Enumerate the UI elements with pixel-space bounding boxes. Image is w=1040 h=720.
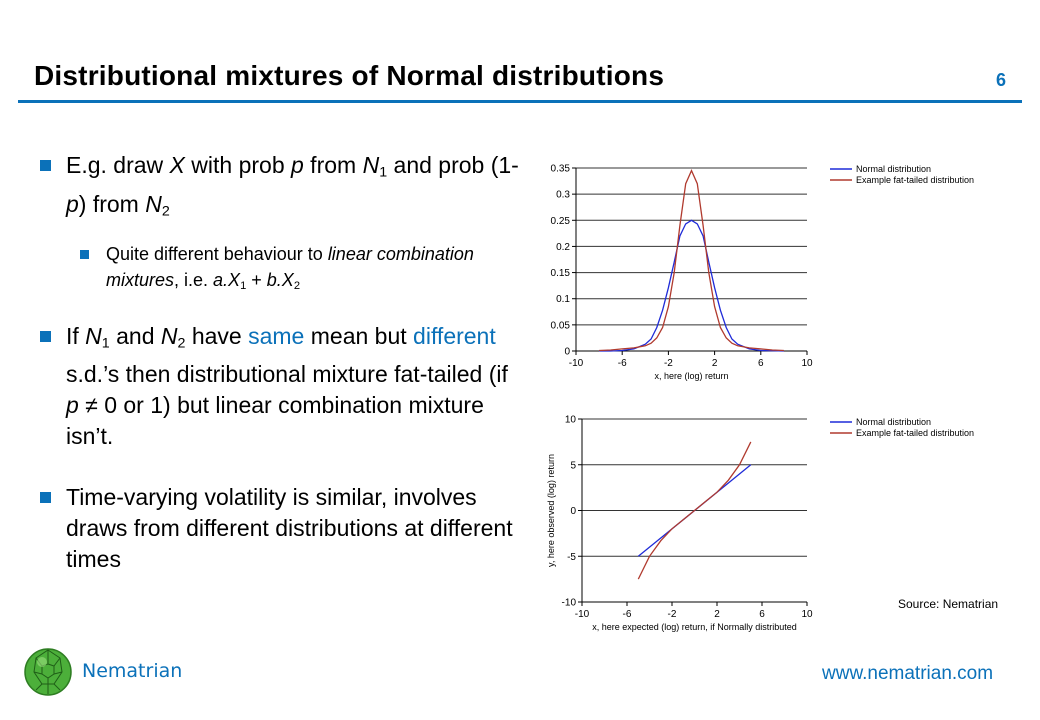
y-tick-label: -5 [567, 552, 576, 563]
text: Quite different behaviour to [106, 244, 328, 265]
var-bx: b.X [266, 270, 294, 291]
text: E.g. draw [66, 152, 170, 178]
x-tick-label: 6 [759, 609, 765, 620]
y-tick-label: 0 [564, 347, 570, 358]
y-tick-label: 0.35 [551, 164, 571, 175]
text: and prob (1- [387, 152, 519, 178]
series-line-fat-tailed [637, 441, 752, 580]
text: , i.e. [174, 270, 214, 291]
x-tick-label: -10 [575, 609, 590, 620]
var-p: p [66, 392, 79, 419]
sub-1: 1 [240, 279, 247, 292]
y-tick-label: 0.1 [556, 294, 570, 305]
x-tick-label: 6 [758, 358, 764, 369]
text: Time-varying volatility is similar, invo… [66, 484, 513, 573]
y-tick-label: 0.25 [551, 216, 571, 227]
x-tick-label: -2 [664, 358, 673, 369]
bullet-square-icon [80, 250, 89, 260]
y-tick-label: 0.15 [551, 268, 571, 279]
mapping-chart-svg: -10 -5 0 5 10 -10 -6 -2 2 6 10 x, here expected (lo… [546, 415, 974, 633]
text: have [185, 322, 249, 349]
highlight-different: different [413, 322, 496, 349]
text: s.d.’s then distributional mixture fat-t… [66, 361, 508, 388]
source-note: Source: Nematrian [898, 597, 999, 611]
bullet-list: E.g. draw X with prob p from N1 and prob… [40, 150, 520, 589]
page-number: 6 [995, 70, 1006, 90]
y-tick-label: 10 [565, 415, 577, 426]
sub-1: 1 [101, 335, 110, 352]
series-line-normal [599, 219, 784, 352]
text: If [66, 322, 86, 349]
x-axis-label: x, here (log) return [654, 371, 728, 381]
var-x: X [169, 152, 185, 178]
text: + [246, 270, 267, 291]
x-tick-label: 2 [714, 609, 720, 620]
x-tick-label: 2 [712, 358, 718, 369]
x-tick-label: -10 [569, 358, 584, 369]
y-tick-label: -10 [562, 598, 577, 609]
website-link[interactable]: www.nematrian.com [822, 663, 994, 684]
y-axis-label: y, here observed (log) return [546, 454, 556, 567]
var-ax: a.X [213, 270, 241, 291]
sub-2: 2 [293, 279, 301, 292]
bullet-square-icon [40, 492, 51, 504]
bullet-same-mean: If N1 and N2 have same mean but differen… [40, 321, 520, 453]
linear-combination-term: linear combination mixtures [106, 244, 474, 291]
y-tick-label: 0 [570, 506, 576, 517]
text: ) from [78, 190, 146, 217]
bullet-draw-mixture: E.g. draw X with prob p from N1 and prob… [40, 150, 520, 227]
text: and [109, 322, 161, 349]
series-line-fat-tailed [599, 168, 784, 352]
var-n2: N [160, 322, 178, 349]
text: ≠ 0 or 1) but linear combination mixture… [66, 392, 484, 450]
mapping-chart: -10 -5 0 5 10 -10 -6 -2 2 6 10 x, here expected (lo… [530, 408, 1000, 648]
legend-label: Example fat-tailed distribution [856, 175, 974, 185]
text: with prob [184, 152, 291, 178]
legend-label: Normal distribution [856, 417, 931, 427]
legend-label: Example fat-tailed distribution [856, 428, 974, 438]
var-n1: N [362, 152, 380, 178]
title-divider [18, 100, 1022, 103]
var-p: p [66, 190, 79, 217]
bullet-square-icon [40, 160, 51, 171]
y-tick-label: 0.05 [551, 320, 571, 331]
slide-title: Distributional mixtures of Normal distri… [34, 60, 665, 91]
sub-bullet-linear-combination: Quite different behaviour to linear comb… [40, 241, 520, 299]
x-tick-label: 10 [801, 609, 813, 620]
sub-1: 1 [379, 164, 388, 181]
brand-name: Nematrian [82, 660, 183, 682]
highlight-same: same [248, 322, 305, 349]
sub-2: 2 [177, 335, 186, 352]
density-chart: 0 0.05 0.1 0.15 0.2 0.25 0.3 0.35 -10 -6 -2 2 6 10 x, … [530, 155, 1000, 400]
var-p: p [291, 152, 304, 178]
nematrian-logo-icon [22, 646, 74, 703]
text: mean but [304, 322, 414, 349]
x-tick-label: -6 [618, 358, 627, 369]
legend-label: Normal distribution [856, 164, 931, 174]
y-tick-label: 0.3 [556, 190, 570, 201]
x-tick-label: -6 [623, 609, 632, 620]
density-chart-svg: 0 0.05 0.1 0.15 0.2 0.25 0.3 0.35 -10 -6 -2 2 6 10 x, … [551, 164, 975, 382]
x-tick-label: 10 [801, 358, 813, 369]
y-tick-label: 0.2 [556, 242, 570, 253]
var-n1: N [85, 322, 102, 349]
x-axis-label: x, here expected (log) return, if Normal… [592, 622, 797, 632]
text: from [303, 152, 363, 178]
y-tick-label: 5 [570, 460, 576, 471]
bullet-time-varying: Time-varying volatility is similar, invo… [40, 482, 520, 575]
sub-2: 2 [161, 203, 170, 220]
x-tick-label: -2 [668, 609, 677, 620]
var-n2: N [145, 190, 162, 217]
bullet-square-icon [40, 330, 51, 342]
